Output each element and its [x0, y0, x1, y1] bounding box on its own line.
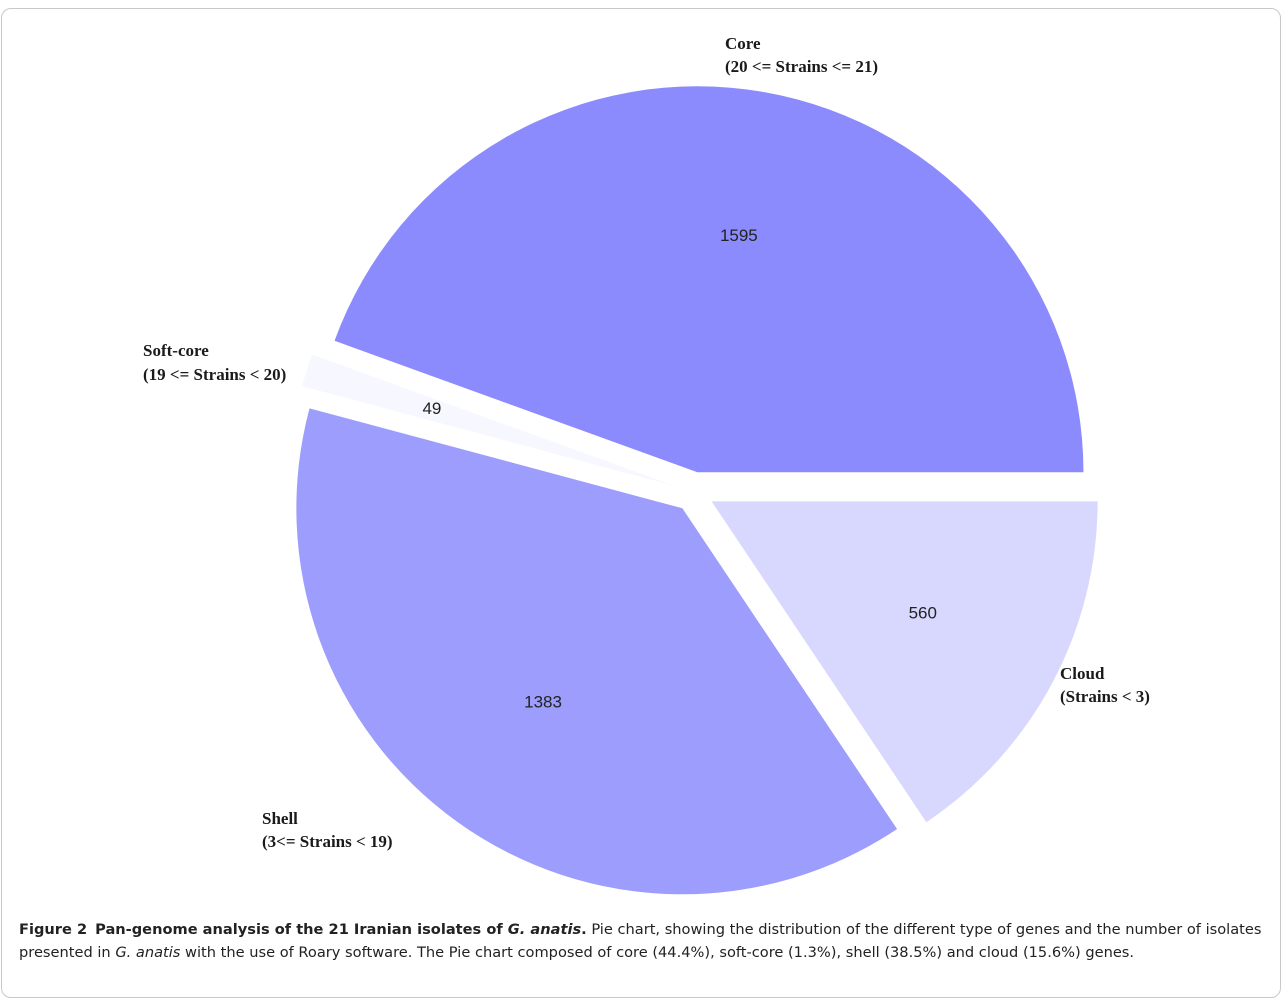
figure-caption: Figure 2 Pan-genome analysis of the 21 Ir…: [19, 918, 1271, 964]
category-label-cloud-range: (Strains < 3): [1060, 687, 1150, 706]
category-label-softcore-range: (19 <= Strains < 20): [143, 365, 286, 384]
value-label-softcore: 49: [422, 399, 441, 418]
caption-species-text: G. anatis: [115, 944, 181, 961]
pie-slice-core: [334, 86, 1084, 473]
value-label-shell: 1383: [524, 692, 562, 711]
value-label-cloud: 560: [909, 604, 937, 623]
category-label-cloud-name: Cloud: [1060, 664, 1105, 683]
category-label-core-name: Core: [725, 34, 761, 53]
pie-slice-cloud: [711, 501, 1098, 823]
pie-slices: [296, 86, 1098, 895]
category-label-core-range: (20 <= Strains <= 21): [725, 57, 878, 76]
category-label-shell-name: Shell: [262, 809, 298, 828]
caption-text-1: Pie chart, showing the distribution of t…: [19, 921, 1262, 961]
pie-chart: 1595 49 1383 560 Core (20 <= Strains <= 21)…: [143, 34, 1150, 895]
pie-slice-shell: [296, 408, 898, 895]
category-label-shell-range: (3<= Strains < 19): [262, 832, 393, 851]
caption-figure-number: Figure 2 Pan-genome analysis of the 21 Ir…: [19, 921, 587, 938]
category-label-softcore-name: Soft-core: [143, 341, 209, 360]
value-labels: 1595 49 1383 560: [422, 226, 936, 711]
pie-slice-softcore: [302, 354, 675, 486]
caption-species-title: G. anatis: [507, 921, 582, 938]
value-label-core: 1595: [720, 226, 758, 245]
caption-text-2: with the use of Roary software. The Pie …: [180, 944, 1135, 961]
